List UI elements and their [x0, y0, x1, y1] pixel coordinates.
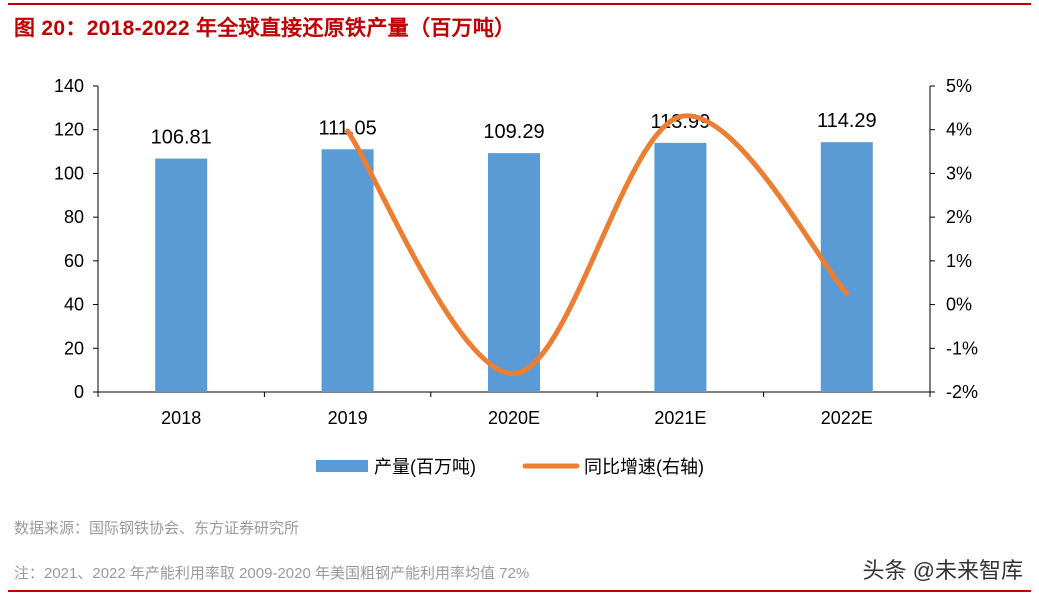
x-tick-label: 2018 [161, 408, 201, 428]
footnote: 注：2021、2022 年产能利用率取 2009-2020 年美国粗钢产能利用率… [14, 565, 530, 582]
x-tick-label: 2019 [328, 408, 368, 428]
right-tick-label: -1% [946, 338, 978, 358]
legend-label-bar: 产量(百万吨) [374, 457, 476, 477]
bottom-rule [8, 590, 1031, 592]
right-tick-label: 4% [946, 120, 972, 140]
watermark: 头条 @未来智库 [862, 558, 1023, 583]
right-tick-label: 5% [946, 76, 972, 96]
chart: 0 20 40 60 80 100 120 140 -2% -1% 0% 1% 2% 3% 4% 5% 2018… [54, 76, 978, 477]
growth-line [345, 113, 850, 377]
left-tick-label: 0 [74, 382, 84, 402]
right-tick-label: 0% [946, 295, 972, 315]
legend-swatch-bar [316, 460, 368, 472]
x-tick-label: 2022E [821, 408, 873, 428]
bar [654, 142, 707, 392]
bar [488, 153, 540, 392]
bar-data-label: 111.05 [318, 117, 376, 139]
right-tick-label: 2% [946, 207, 972, 227]
left-tick-label: 80 [64, 207, 84, 227]
bar [155, 158, 208, 392]
chart-title: 图 20：2018-2022 年全球直接还原铁产量（百万吨） [14, 17, 516, 40]
right-tick-label: 3% [946, 163, 972, 183]
left-tick-label: 60 [64, 251, 84, 271]
x-tick-label: 2021E [654, 408, 706, 428]
top-rule [8, 3, 1031, 5]
source-note: 数据来源：国际钢铁协会、东方证券研究所 [14, 520, 300, 537]
left-tick-label: 140 [54, 76, 84, 96]
right-tick-label: 1% [946, 251, 972, 271]
legend-label-line: 同比增速(右轴) [584, 457, 704, 477]
bar-data-label: 106.81 [151, 127, 212, 149]
left-tick-label: 20 [64, 338, 84, 358]
left-tick-label: 120 [54, 120, 84, 140]
right-tick-label: -2% [946, 382, 978, 402]
bar [321, 149, 374, 392]
x-tick-label: 2020E [488, 408, 540, 428]
bar-data-label: 114.29 [817, 110, 877, 132]
left-tick-label: 100 [54, 163, 84, 183]
left-tick-label: 40 [64, 295, 84, 315]
bar-data-label: 109.29 [483, 121, 544, 143]
